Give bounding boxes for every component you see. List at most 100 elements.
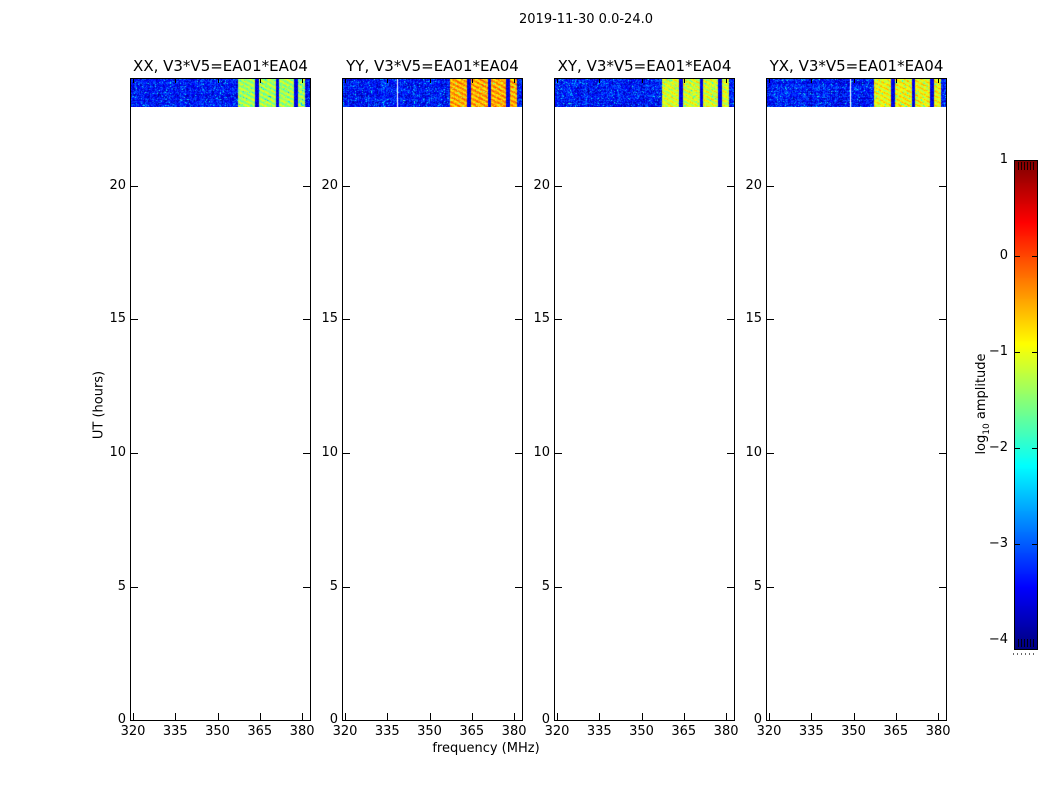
x-tick <box>471 713 473 720</box>
y-tick-label: 10 <box>321 444 338 460</box>
x-tick <box>683 713 685 720</box>
x-tick-label: 365 <box>459 724 485 739</box>
x-tick-top <box>471 79 473 83</box>
x-tick <box>175 713 177 720</box>
colorbar-label-sub: 10 <box>981 423 992 435</box>
y-tick-right <box>939 319 946 321</box>
y-tick <box>343 452 350 454</box>
x-tick-top <box>895 79 897 83</box>
x-tick-top <box>641 79 643 83</box>
x-tick-label: 320 <box>756 724 782 739</box>
y-tick-label: 10 <box>109 444 126 460</box>
y-tick-right <box>727 452 734 454</box>
y-tick-label: 15 <box>533 311 550 327</box>
y-tick <box>555 586 562 588</box>
y-axis-label: UT (hours) <box>91 370 107 440</box>
y-tick <box>767 452 774 454</box>
colorbar-tick <box>1032 544 1037 545</box>
y-tick-right <box>303 452 310 454</box>
x-tick <box>641 713 643 720</box>
x-tick-label: 335 <box>586 724 612 739</box>
x-tick-label: 380 <box>713 724 739 739</box>
colorbar-tick-label: −4 <box>988 632 1008 647</box>
y-tick <box>343 185 350 187</box>
y-tick-label: 15 <box>109 311 126 327</box>
y-tick-right <box>515 586 522 588</box>
panel-title-xy: XY, V3*V5=EA01*EA04 <box>557 57 732 75</box>
x-tick-top <box>133 79 134 83</box>
y-tick <box>767 185 774 187</box>
y-tick <box>343 586 350 588</box>
y-tick <box>767 319 774 321</box>
colorbar-tick-label: −1 <box>988 344 1008 359</box>
colorbar-tick-label: −2 <box>988 440 1008 455</box>
colorbar-bottom-hatch <box>1018 639 1034 647</box>
x-tick-top <box>429 79 431 83</box>
colorbar-dotted-edge <box>1013 653 1037 655</box>
panel-xx: XX, V3*V5=EA01*EA04 320 335 350 365 380 0 5 10 15… <box>109 57 314 739</box>
x-tick-label: 380 <box>925 724 951 739</box>
colorbar-tick-label: −3 <box>988 536 1008 551</box>
x-tick <box>514 713 516 720</box>
x-tick-label: 365 <box>883 724 909 739</box>
x-tick <box>429 713 431 720</box>
panel-yy: YY, V3*V5=EA01*EA04 320 335 350 365 380 0 5 10 15… <box>321 57 526 739</box>
x-tick <box>769 713 770 720</box>
x-axis-label: frequency (MHz) <box>432 741 540 756</box>
x-tick-top <box>514 79 516 83</box>
x-tick-label: 320 <box>120 724 146 739</box>
x-tick <box>387 713 389 720</box>
x-tick-label: 335 <box>374 724 400 739</box>
x-tick-top <box>726 79 728 83</box>
x-tick-top <box>938 79 940 83</box>
panel-title-yx: YX, V3*V5=EA01*EA04 <box>769 57 944 75</box>
waterfall-band-yy <box>343 79 522 107</box>
colorbar-tick <box>1032 352 1037 353</box>
x-tick-top <box>387 79 389 83</box>
y-tick-label: 15 <box>745 311 762 327</box>
waterfall-band-xy <box>555 79 734 107</box>
x-tick-top <box>769 79 770 83</box>
y-tick-right <box>727 586 734 588</box>
y-tick <box>131 452 138 454</box>
y-tick-label: 10 <box>745 444 762 460</box>
x-tick-top <box>345 79 346 83</box>
y-tick <box>343 319 350 321</box>
x-tick-top <box>683 79 685 83</box>
x-tick-label: 365 <box>671 724 697 739</box>
y-tick <box>555 185 562 187</box>
x-tick <box>217 713 219 720</box>
x-tick-label: 320 <box>332 724 358 739</box>
y-tick-label: 5 <box>117 578 126 594</box>
y-tick-label: 15 <box>321 311 338 327</box>
colorbar-gradient <box>1015 161 1037 649</box>
y-tick-label: 20 <box>321 177 338 193</box>
y-tick-right <box>939 185 946 187</box>
x-tick <box>259 713 261 720</box>
x-tick-label: 320 <box>544 724 570 739</box>
x-tick-label: 335 <box>162 724 188 739</box>
x-tick <box>302 713 304 720</box>
waterfall-band-yx <box>767 79 946 107</box>
y-tick-right <box>303 586 310 588</box>
x-tick-top <box>599 79 601 83</box>
x-tick-top <box>811 79 813 83</box>
y-tick <box>555 319 562 321</box>
waterfall-band-xx <box>131 79 310 107</box>
panel-title-yy: YY, V3*V5=EA01*EA04 <box>346 57 519 75</box>
y-tick <box>131 319 138 321</box>
x-tick <box>726 713 728 720</box>
x-tick <box>811 713 813 720</box>
colorbar-tick <box>1015 256 1020 257</box>
x-tick-label: 365 <box>247 724 273 739</box>
y-tick-right <box>727 319 734 321</box>
x-tick-label: 350 <box>841 724 866 739</box>
x-tick-top <box>557 79 558 83</box>
colorbar-tick <box>1015 448 1020 449</box>
y-tick <box>131 586 138 588</box>
y-tick-label: 20 <box>745 177 762 193</box>
colorbar-tick <box>1015 352 1020 353</box>
x-tick-label: 380 <box>501 724 527 739</box>
colorbar-tick-label: 0 <box>999 248 1008 263</box>
